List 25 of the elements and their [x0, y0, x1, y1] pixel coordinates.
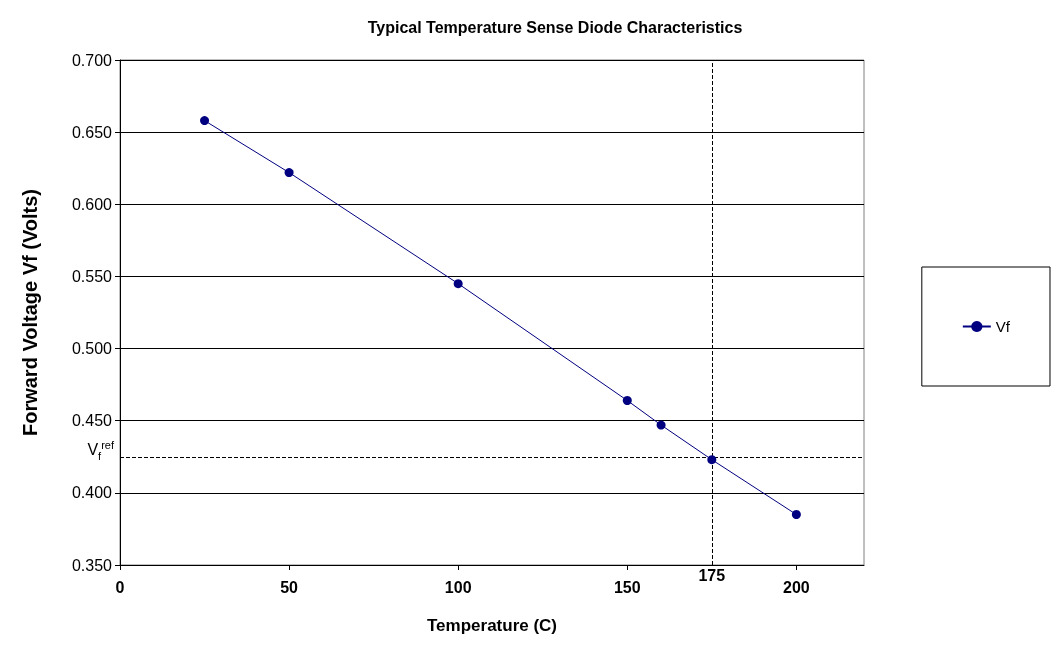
point	[622, 396, 632, 406]
x-tick-label: 200	[783, 578, 810, 596]
y-tick-label: 0.400	[71, 484, 113, 502]
point	[284, 168, 294, 178]
x-tick-label: 0	[115, 578, 125, 596]
x-tick-label: 50	[280, 578, 299, 596]
y-tick-label: 0.350	[71, 556, 113, 574]
y-tick-label: 0.450	[71, 412, 113, 430]
ref-line-label: 175	[698, 566, 726, 584]
y-tick-label: 0.600	[71, 195, 113, 213]
y-tick-label: 0.500	[71, 340, 113, 358]
legend-label: Vf	[995, 318, 1011, 335]
chart-title: Typical Temperature Sense Diode Characteristics	[367, 18, 743, 36]
point	[453, 279, 463, 289]
point	[791, 510, 801, 519]
y-tick-label: 0.550	[71, 267, 113, 285]
y-tick-label: 0.650	[71, 123, 113, 141]
point	[200, 116, 210, 126]
y-axis-title: Forward Voltage Vf (Volts)	[19, 188, 41, 437]
x-tick-label: 150	[613, 578, 641, 596]
point	[707, 455, 717, 465]
point	[656, 420, 666, 430]
x-axis-title: Temperature (C)	[426, 616, 558, 635]
x-tick-label: 100	[444, 578, 472, 596]
y-tick-label: 0.700	[71, 51, 113, 69]
